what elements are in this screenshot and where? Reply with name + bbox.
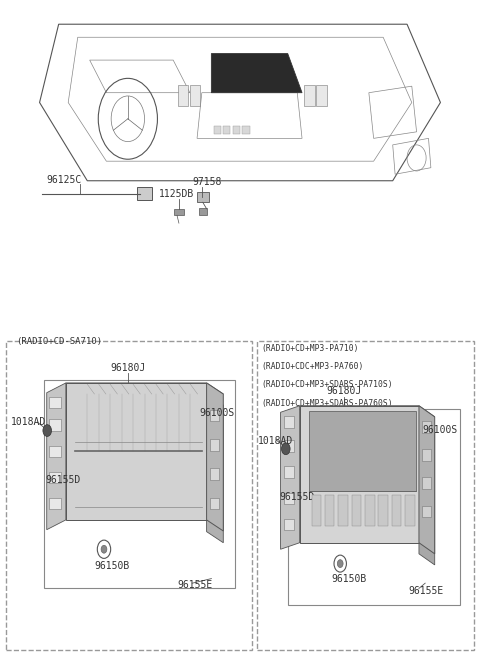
Bar [284, 493, 294, 504]
Circle shape [337, 559, 343, 567]
Bar [352, 495, 361, 527]
Bar [405, 495, 415, 527]
Circle shape [43, 424, 51, 436]
Bar [284, 519, 294, 531]
Polygon shape [47, 383, 66, 530]
FancyBboxPatch shape [316, 85, 327, 105]
Polygon shape [211, 54, 302, 93]
Text: (RADIO+CDC+MP3-PA760): (RADIO+CDC+MP3-PA760) [262, 362, 364, 371]
Text: 1018AD: 1018AD [11, 417, 46, 427]
Polygon shape [66, 383, 206, 520]
FancyBboxPatch shape [137, 187, 152, 200]
Text: 96155D: 96155D [46, 475, 81, 485]
Bar [392, 495, 401, 527]
Bar [422, 506, 431, 517]
Polygon shape [419, 417, 435, 565]
FancyBboxPatch shape [199, 208, 206, 215]
Polygon shape [206, 394, 223, 543]
Text: 96125C: 96125C [47, 175, 82, 185]
Text: 96155E: 96155E [177, 580, 212, 590]
Circle shape [281, 443, 290, 455]
Text: 96180J: 96180J [110, 363, 145, 373]
Bar [422, 421, 431, 432]
Polygon shape [300, 405, 419, 543]
Bar [284, 416, 294, 428]
Bar [210, 439, 219, 451]
Text: 97158: 97158 [192, 178, 222, 187]
Text: (RADIO+CD+MP3+SDARS-PA760S): (RADIO+CD+MP3+SDARS-PA760S) [262, 399, 393, 407]
FancyBboxPatch shape [190, 85, 200, 105]
Bar [210, 468, 219, 480]
Bar [210, 498, 219, 510]
Circle shape [101, 546, 107, 553]
Bar [422, 477, 431, 489]
Text: 1125DB: 1125DB [159, 189, 194, 199]
Polygon shape [281, 405, 300, 550]
FancyBboxPatch shape [223, 126, 230, 134]
Bar [284, 440, 294, 452]
Text: (RADIO+CD+MP3-PA710): (RADIO+CD+MP3-PA710) [262, 344, 359, 353]
Bar [312, 495, 321, 527]
Polygon shape [419, 405, 435, 554]
Bar [422, 449, 431, 460]
Bar [284, 466, 294, 478]
FancyBboxPatch shape [214, 126, 221, 134]
FancyBboxPatch shape [304, 85, 315, 105]
Text: (RADIO+CD-SA710): (RADIO+CD-SA710) [16, 337, 102, 346]
Text: 1018AD: 1018AD [258, 436, 293, 445]
FancyBboxPatch shape [197, 193, 209, 202]
Bar [49, 397, 60, 408]
Bar [378, 495, 388, 527]
FancyBboxPatch shape [242, 126, 250, 134]
Text: 96100S: 96100S [422, 425, 457, 435]
FancyBboxPatch shape [233, 126, 240, 134]
Bar [49, 419, 60, 431]
Text: 96155D: 96155D [279, 492, 314, 502]
Polygon shape [206, 383, 223, 531]
Text: 96100S: 96100S [199, 407, 235, 417]
Bar [325, 495, 335, 527]
Polygon shape [66, 383, 223, 394]
Text: 96180J: 96180J [326, 386, 361, 396]
Bar [49, 472, 60, 483]
Bar [210, 409, 219, 421]
Bar [49, 498, 60, 510]
Bar [338, 495, 348, 527]
Polygon shape [300, 405, 435, 417]
FancyBboxPatch shape [174, 209, 184, 215]
Text: 96150B: 96150B [95, 561, 130, 571]
Bar [365, 495, 374, 527]
Polygon shape [309, 411, 416, 491]
FancyBboxPatch shape [178, 85, 189, 105]
Text: 96150B: 96150B [332, 574, 367, 584]
Text: (RADIO+CD+MP3+SDARS-PA710S): (RADIO+CD+MP3+SDARS-PA710S) [262, 381, 393, 389]
Text: 96155E: 96155E [408, 586, 443, 595]
Bar [49, 445, 60, 457]
